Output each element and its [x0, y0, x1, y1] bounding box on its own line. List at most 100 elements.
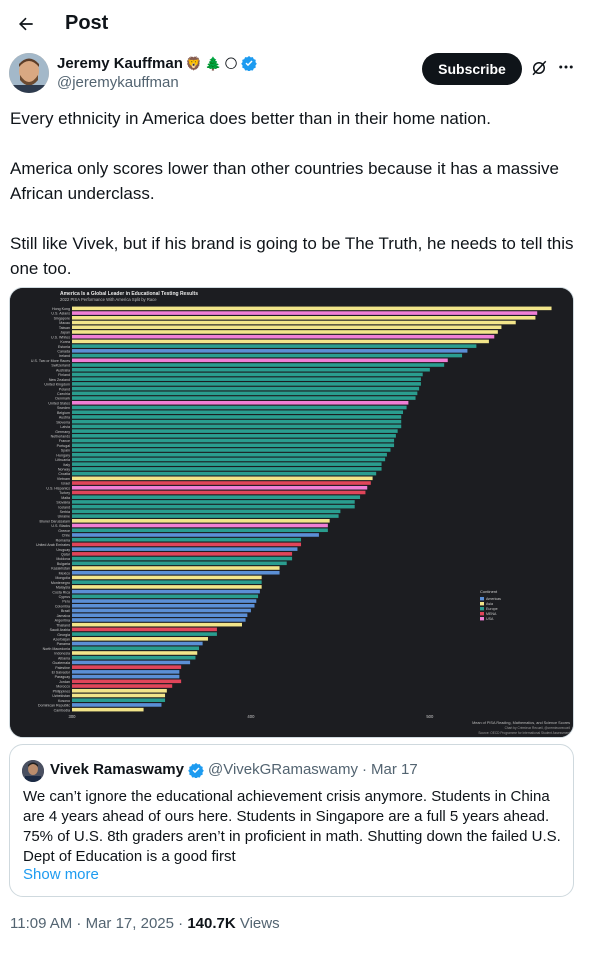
author-handle[interactable]: @jeremykauffman	[57, 74, 179, 91]
chart-image[interactable]: America Is a Global Leader in Educationa…	[9, 287, 574, 738]
chart-bar	[72, 500, 355, 504]
chart-bar	[72, 533, 319, 537]
chart-category-label: United States	[48, 401, 70, 405]
chart-legend-swatch	[480, 602, 484, 606]
chart-category-label: United Kingdom	[44, 383, 70, 387]
chart-bar	[72, 688, 167, 693]
chart-category-label: Moldova	[56, 557, 70, 561]
chart-credit-2: Source: OECD Programme for International…	[478, 731, 570, 735]
author-name[interactable]: Jeremy Kauffman	[57, 54, 183, 72]
quote-author-name[interactable]: Vivek Ramaswamy	[50, 761, 184, 778]
chart-category-label: Croatia	[58, 472, 70, 476]
chart-bar	[72, 339, 489, 344]
chart-bar	[72, 452, 387, 457]
chart-bar	[72, 448, 391, 452]
chart-category-label: Poland	[59, 387, 70, 391]
chart-category-label: Portugal	[57, 444, 71, 448]
chart-bar	[72, 306, 552, 311]
chart-category-label: Czechia	[57, 392, 70, 396]
chart-legend-entry: Asia	[486, 602, 493, 606]
chart-bar	[72, 429, 398, 433]
chart-bar	[72, 679, 182, 684]
quoted-post[interactable]: Vivek Ramaswamy @VivekGRamaswamy · Mar 1…	[9, 744, 574, 897]
chart-bar	[72, 580, 262, 584]
chart-category-label: Cambodia	[54, 708, 70, 712]
chart-bar	[72, 552, 293, 556]
chart-category-label: Belgium	[57, 411, 70, 415]
chart-category-label: Israel	[61, 482, 70, 486]
chart-bar	[72, 457, 386, 462]
chart-bar	[72, 684, 173, 688]
chart-category-label: Indonesia	[54, 652, 70, 656]
grok-icon[interactable]	[530, 59, 548, 77]
verified-badge-icon	[241, 55, 257, 72]
chart-category-label: Germany	[55, 430, 70, 434]
chart-bar	[72, 320, 516, 325]
post-timestamp[interactable]: 11:09 AM · Mar 17, 2025 ·	[10, 915, 188, 932]
chart-category-label: U.S. Whites	[51, 335, 70, 339]
chart-category-label: Morocco	[56, 685, 70, 689]
chart-category-label: U.S. Blacks	[51, 524, 70, 528]
chart-category-label: Switzerland	[51, 364, 70, 368]
author-name-row[interactable]: Jeremy Kauffman 🦁 🌲 🌕	[57, 53, 257, 73]
chart-category-label: Malaysia	[56, 586, 70, 590]
chart-bar	[72, 599, 257, 603]
chart-category-label: Jordan	[59, 680, 70, 684]
chart-legend-entry: USA	[486, 617, 494, 621]
chart-bar	[72, 646, 200, 651]
show-more-link[interactable]: Show more	[23, 866, 99, 883]
arrow-left-icon[interactable]	[12, 10, 40, 38]
chart-category-label: Greece	[58, 529, 70, 533]
chart-bar	[72, 514, 339, 518]
chart-legend-title: Continent	[480, 589, 498, 594]
views-label: Views	[235, 915, 280, 932]
quote-separator: ·	[361, 761, 367, 778]
bar-chart: America Is a Global Leader in Educationa…	[10, 288, 573, 737]
subscribe-button[interactable]: Subscribe	[422, 53, 522, 85]
chart-bar	[72, 670, 180, 674]
chart-bar	[72, 462, 382, 466]
chart-bar	[72, 603, 255, 608]
chart-category-label: Qatar	[61, 553, 71, 557]
chart-legend-swatch	[480, 617, 484, 621]
chart-bar	[72, 405, 407, 410]
quote-date[interactable]: Mar 17	[370, 761, 418, 778]
chart-bar	[72, 556, 293, 561]
chart-category-label: Denmark	[55, 397, 70, 401]
chart-legend-swatch	[480, 597, 484, 601]
tweet-paragraph: Still like Vivek, but if his brand is go…	[10, 234, 574, 278]
chart-category-label: Uruguay	[56, 548, 70, 552]
chart-category-label: Vietnam	[57, 477, 70, 481]
chart-bar	[72, 618, 246, 622]
more-dots-icon[interactable]	[557, 58, 575, 76]
chart-bar	[72, 703, 162, 707]
chart-category-label: Saudi Arabia	[50, 628, 70, 632]
moon-emoji: 🌕	[224, 55, 238, 71]
chart-bar	[72, 613, 248, 618]
chart-bar	[72, 400, 409, 405]
chart-category-label: Korea	[60, 340, 70, 344]
chart-credit-1: Chart by Crémieux Recueil, @cremieuxrecu…	[505, 726, 571, 730]
chart-bar	[72, 622, 242, 627]
avatar[interactable]	[9, 53, 49, 93]
chart-bar	[72, 707, 144, 712]
chart-category-label: Azerbaijan	[53, 637, 70, 641]
chart-bar	[72, 495, 361, 499]
chart-category-label: U.S. Hispanics	[46, 486, 70, 490]
chart-bar	[72, 344, 477, 348]
chart-legend-entry: MENA	[486, 612, 497, 616]
quote-avatar[interactable]	[22, 760, 44, 782]
quote-author-handle: @VivekGRamaswamy	[207, 761, 358, 778]
chart-bar	[72, 523, 328, 528]
chart-category-label: Mexico	[59, 571, 70, 575]
tweet-text: Every ethnicity in America does better t…	[10, 106, 580, 306]
chart-bar	[72, 561, 287, 566]
chart-bar	[72, 438, 395, 443]
chart-bar	[72, 594, 259, 599]
chart-category-label: Australia	[56, 368, 70, 372]
page-title: Post	[65, 12, 109, 34]
chart-category-label: Ukraine	[58, 515, 70, 519]
chart-category-label: Sweden	[57, 406, 70, 410]
chart-bar	[72, 386, 420, 391]
chart-category-label: Jamaica	[57, 614, 70, 618]
